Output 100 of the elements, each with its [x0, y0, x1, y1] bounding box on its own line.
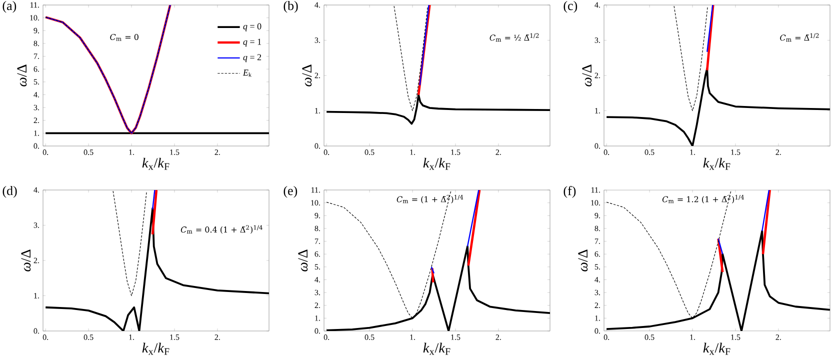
y-tick-label: 3. [34, 222, 39, 228]
annotation: C$_{m}$ = 0 [110, 34, 138, 41]
y-tick-label: 3. [314, 38, 320, 43]
y-tick-label: 3. [314, 290, 320, 296]
chart-title: (b) [284, 0, 298, 13]
x-tick-label: 0. [604, 334, 610, 340]
x-tick-label: 1. [410, 334, 415, 340]
x-tick-label: 2. [776, 150, 781, 155]
y-tick-label: 0. [34, 328, 39, 334]
chart-title: (f) [564, 186, 576, 198]
x-axis-title: k$_{x}$/k$_{F}$ [703, 342, 730, 355]
x-tick-label: 0. [324, 150, 330, 155]
x-tick-label: 0.5 [644, 334, 654, 340]
y-tick-label: 5. [314, 264, 320, 270]
x-axis-title: k$_{x}$/k$_{F}$ [703, 158, 730, 170]
x-axis-title: k$_{x}$/k$_{F}$ [142, 342, 170, 355]
x-tick-label: 2. [214, 334, 220, 340]
legend-label: E$_{k}$ [242, 70, 252, 77]
annotation: C$_{m}$ = ½ Δ̃$^{1/2}$ [490, 33, 539, 42]
chart-title: (d) [2, 186, 17, 198]
y-tick-label: 7. [315, 238, 320, 244]
y-tick-label: 0. [594, 143, 600, 149]
x-tick-label: 1.5 [731, 150, 740, 155]
line-series [606, 67, 830, 146]
x-tick-label: 1.5 [731, 334, 740, 340]
x-tick-label: 1. [129, 334, 134, 340]
y-tick-label: 3. [594, 290, 600, 296]
annotation: C$_{m}$ = 0.4 (1 + Δ̃$^{2}$)$^{1/4}$ [180, 225, 262, 234]
y-tick-label: 8. [34, 40, 39, 46]
x-tick-label: 1.5 [170, 150, 180, 155]
legend-label: q = 0 [243, 23, 262, 32]
annotation: C$_{m}$ = Δ̃$^{1/2}$ [780, 33, 819, 42]
y-tick-label: 10. [311, 200, 320, 206]
y-axis-title: ω/Δ [578, 250, 588, 272]
line-series [112, 190, 147, 296]
y-tick-label: 2. [34, 118, 39, 124]
x-axis-title: k$_{x}$/k$_{F}$ [142, 158, 170, 170]
y-axis-title: ω/Δ [302, 64, 312, 86]
y-tick-label: 2. [594, 72, 600, 78]
annotation: C$_{m}$ = (1 + Δ̃$^{2}$)$^{1/4}$ [396, 194, 464, 204]
x-tick-label: 2. [214, 150, 220, 155]
x-tick-label: 0.5 [84, 150, 94, 155]
legend-label: q = 1 [243, 38, 262, 47]
y-tick-label: 4. [34, 92, 39, 98]
y-tick-label: 9. [34, 28, 39, 34]
x-tick-label: 0. [42, 334, 48, 340]
x-axis-title: k$_{x}$/k$_{F}$ [423, 158, 450, 170]
y-tick-label: 5. [34, 79, 39, 85]
y-axis-title: ω/Δ [582, 64, 592, 86]
y-tick-label: 0. [34, 143, 39, 149]
y-tick-label: 6. [314, 251, 320, 257]
y-tick-label: 1. [34, 293, 39, 298]
x-tick-label: 0.5 [364, 334, 374, 340]
x-tick-label: 1.5 [451, 334, 460, 340]
x-tick-label: 1. [129, 150, 134, 155]
y-tick-label: 4. [34, 187, 39, 193]
y-axis-title: ω/Δ [298, 250, 308, 272]
y-tick-label: 1. [315, 108, 320, 114]
y-axis-title: ω/Δ [21, 250, 31, 272]
x-tick-label: 1.5 [170, 334, 180, 340]
y-tick-label: 2. [594, 302, 600, 308]
line-series [44, 207, 270, 331]
y-tick-label: 4. [594, 2, 600, 8]
y-tick-label: 2. [314, 72, 320, 78]
annotation: C$_{m}$ = 1.2 (1 + Δ̃$^{2}$)$^{1/4}$ [662, 194, 744, 204]
x-tick-label: 0. [42, 150, 48, 155]
x-tick-label: 0.5 [644, 150, 654, 155]
legend-label: q = 2 [243, 54, 262, 62]
x-tick-label: 1. [410, 150, 415, 155]
y-tick-label: 8. [314, 226, 320, 232]
y-tick-label: 8. [594, 226, 600, 232]
y-tick-label: 0. [594, 328, 600, 334]
y-tick-label: 4. [594, 277, 600, 282]
y-tick-label: 2. [34, 258, 39, 264]
line-series [674, 6, 708, 112]
x-tick-label: 0.5 [364, 150, 374, 155]
x-axis-title: k$_{x}$/k$_{F}$ [423, 342, 450, 355]
x-tick-label: 1. [690, 334, 695, 340]
y-tick-label: 1. [34, 130, 39, 136]
y-tick-label: 10. [30, 15, 39, 21]
y-tick-label: 7. [34, 54, 39, 59]
y-tick-label: 0. [314, 143, 320, 149]
chart-title: (e) [284, 186, 298, 198]
y-tick-label: 6. [594, 251, 600, 257]
y-tick-label: 11. [30, 2, 39, 8]
x-tick-label: 2. [496, 334, 501, 340]
y-tick-label: 3. [34, 104, 39, 110]
y-tick-label: 0. [314, 328, 320, 334]
y-axis-title: ω/Δ [17, 64, 27, 86]
chart-title: (a) [2, 0, 16, 13]
y-tick-label: 5. [594, 264, 600, 270]
x-tick-label: 1.5 [451, 150, 460, 155]
chart-title: (c) [564, 0, 578, 13]
x-tick-label: 0. [324, 334, 330, 340]
y-tick-label: 11. [311, 187, 320, 193]
y-tick-label: 1. [595, 108, 600, 114]
x-tick-label: 2. [496, 150, 501, 155]
y-tick-label: 11. [591, 187, 600, 193]
y-tick-label: 9. [314, 212, 320, 218]
y-tick-label: 1. [595, 315, 600, 321]
